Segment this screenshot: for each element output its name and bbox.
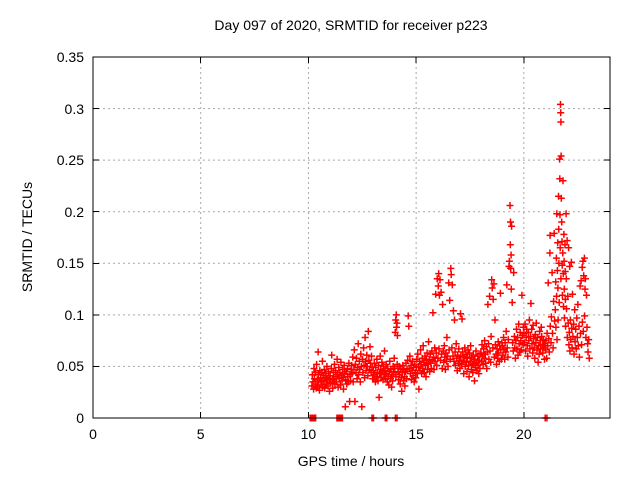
chart-title: Day 097 of 2020, SRMTID for receiver p22… xyxy=(214,17,488,33)
x-tick-label: 20 xyxy=(516,426,532,442)
x-tick-label: 10 xyxy=(300,426,317,442)
y-tick-label: 0 xyxy=(76,410,84,426)
y-tick-label: 0.2 xyxy=(64,203,84,220)
y-tick-label: 0.3 xyxy=(64,100,84,117)
y-tick-label: 0.05 xyxy=(56,358,84,375)
data-point-plus-markers xyxy=(308,100,593,411)
y-tick-label: 0.25 xyxy=(56,152,84,169)
x-tick-label: 15 xyxy=(408,426,424,442)
x-tick-label: 0 xyxy=(89,426,97,442)
plot-border xyxy=(92,56,611,419)
x-tick-label: 5 xyxy=(196,426,205,442)
y-tick-label: 0.35 xyxy=(56,49,84,65)
y-tick-label: 0.1 xyxy=(64,306,84,323)
y-tick-label: 0.15 xyxy=(56,255,84,272)
x-axis-label: GPS time / hours xyxy=(297,453,405,469)
